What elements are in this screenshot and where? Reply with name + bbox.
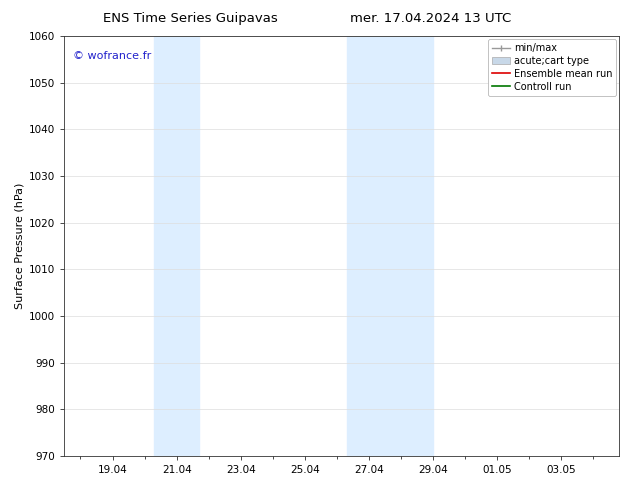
Bar <box>347 36 433 456</box>
Legend: min/max, acute;cart type, Ensemble mean run, Controll run: min/max, acute;cart type, Ensemble mean … <box>488 39 616 96</box>
Bar <box>154 36 199 456</box>
Text: mer. 17.04.2024 13 UTC: mer. 17.04.2024 13 UTC <box>351 12 512 25</box>
Text: © wofrance.fr: © wofrance.fr <box>73 51 151 61</box>
Y-axis label: Surface Pressure (hPa): Surface Pressure (hPa) <box>15 183 25 309</box>
Text: ENS Time Series Guipavas: ENS Time Series Guipavas <box>103 12 278 25</box>
